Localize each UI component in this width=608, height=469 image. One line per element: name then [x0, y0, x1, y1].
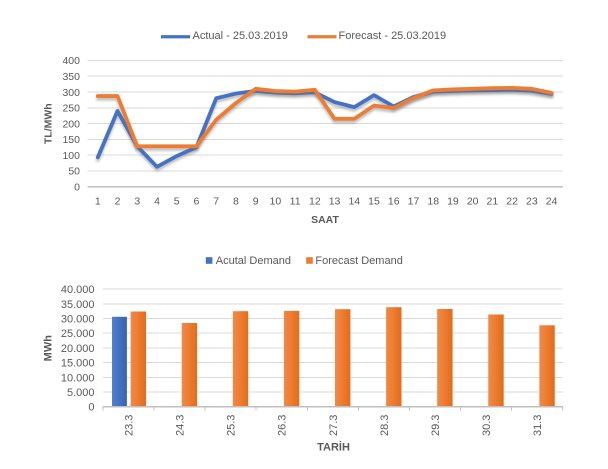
- svg-text:400: 400: [62, 55, 80, 67]
- svg-text:6: 6: [194, 196, 200, 208]
- svg-text:4: 4: [154, 196, 160, 208]
- svg-text:SAAT: SAAT: [311, 214, 339, 226]
- svg-text:MWh: MWh: [42, 335, 54, 362]
- svg-text:Forecast - 25.03.2019: Forecast - 25.03.2019: [339, 30, 447, 42]
- svg-text:25.3: 25.3: [226, 415, 238, 436]
- svg-text:17: 17: [408, 196, 420, 208]
- svg-text:200: 200: [62, 118, 80, 130]
- svg-text:Actual - 25.03.2019: Actual - 25.03.2019: [193, 30, 288, 42]
- svg-text:9: 9: [253, 196, 259, 208]
- svg-text:30.3: 30.3: [481, 415, 493, 436]
- svg-text:16: 16: [388, 196, 400, 208]
- svg-text:25.000: 25.000: [61, 328, 95, 340]
- svg-text:11: 11: [290, 196, 301, 208]
- svg-text:20.000: 20.000: [61, 343, 95, 355]
- svg-text:14: 14: [348, 196, 360, 208]
- svg-text:27.3: 27.3: [328, 415, 340, 436]
- svg-text:15: 15: [368, 196, 380, 208]
- svg-text:50: 50: [68, 166, 80, 178]
- svg-text:5.000: 5.000: [67, 387, 95, 399]
- svg-text:31.3: 31.3: [532, 415, 544, 436]
- svg-text:Forecast Demand: Forecast Demand: [315, 255, 402, 267]
- svg-text:250: 250: [62, 103, 80, 115]
- svg-text:18: 18: [427, 196, 439, 208]
- svg-text:19: 19: [447, 196, 459, 208]
- svg-text:20: 20: [467, 196, 479, 208]
- svg-text:300: 300: [62, 87, 80, 99]
- svg-text:3: 3: [134, 196, 140, 208]
- svg-text:28.3: 28.3: [379, 415, 391, 436]
- svg-text:0: 0: [74, 182, 80, 194]
- svg-text:1: 1: [95, 196, 101, 208]
- svg-text:5: 5: [174, 196, 180, 208]
- svg-text:TARİH: TARİH: [317, 440, 350, 453]
- svg-text:7: 7: [213, 196, 219, 208]
- svg-text:24.3: 24.3: [175, 415, 187, 436]
- svg-text:10: 10: [270, 196, 282, 208]
- svg-text:12: 12: [309, 196, 321, 208]
- svg-text:21: 21: [487, 196, 499, 208]
- svg-text:30.000: 30.000: [61, 314, 95, 326]
- svg-text:15.000: 15.000: [61, 358, 95, 370]
- svg-text:24: 24: [546, 196, 558, 208]
- svg-text:2: 2: [115, 196, 121, 208]
- svg-text:29.3: 29.3: [430, 415, 442, 436]
- svg-text:10.000: 10.000: [61, 372, 95, 384]
- svg-text:13: 13: [329, 196, 341, 208]
- svg-text:150: 150: [62, 134, 80, 146]
- svg-text:26.3: 26.3: [277, 415, 289, 436]
- svg-text:100: 100: [62, 150, 80, 162]
- svg-text:8: 8: [233, 196, 239, 208]
- svg-text:350: 350: [62, 71, 80, 83]
- svg-text:35.000: 35.000: [61, 299, 95, 311]
- svg-text:0: 0: [88, 402, 94, 414]
- svg-text:22: 22: [506, 196, 518, 208]
- svg-text:Acutal Demand: Acutal Demand: [216, 255, 291, 267]
- svg-text:23.3: 23.3: [123, 415, 135, 436]
- svg-text:TL/MWh: TL/MWh: [43, 103, 55, 144]
- svg-text:40.000: 40.000: [61, 284, 95, 296]
- svg-text:23: 23: [526, 196, 538, 208]
